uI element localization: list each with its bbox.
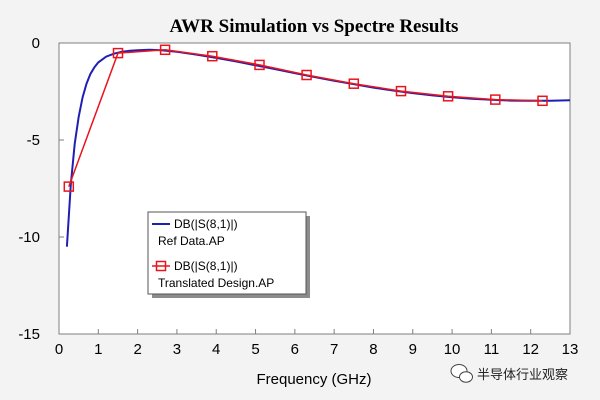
x-axis-ticks: 0 1 2 3 4 5 6 7 8 9 10 11 12 13 xyxy=(55,329,579,358)
y-tick-label: -5 xyxy=(27,132,40,149)
legend-marker-translated xyxy=(155,260,167,272)
x-tick-label: 11 xyxy=(484,341,500,358)
watermark-text: 半导体行业观察 xyxy=(477,368,568,383)
data-point-marker xyxy=(537,95,548,107)
legend-label-translated: DB(|S(8,1)|) xyxy=(174,259,238,273)
x-tick-label: 6 xyxy=(291,341,299,358)
legend-source-ref: Ref Data.AP xyxy=(158,234,225,248)
wechat-logo-icon xyxy=(450,364,473,383)
y-tick-label: -15 xyxy=(18,326,40,343)
data-point-marker xyxy=(301,69,312,81)
x-axis-label: Frequency (GHz) xyxy=(256,371,371,388)
data-point-marker xyxy=(159,44,171,56)
plot-area xyxy=(58,42,571,335)
x-tick-label: 12 xyxy=(522,341,539,358)
x-tick-label: 4 xyxy=(212,341,220,358)
y-tick-label: 0 xyxy=(32,35,40,52)
x-tick-label: 13 xyxy=(562,341,579,358)
data-point-marker xyxy=(112,47,124,59)
legend-label-ref: DB(|S(8,1)|) xyxy=(174,217,238,231)
data-point-marker xyxy=(207,50,218,62)
x-tick-label: 0 xyxy=(55,341,63,358)
y-axis-ticks: 0 -5 -10 -15 xyxy=(18,35,64,343)
data-point-marker xyxy=(348,78,360,89)
data-point-marker xyxy=(442,91,454,102)
x-tick-label: 1 xyxy=(94,341,102,358)
legend: DB(|S(8,1)|) Ref Data.AP DB(|S(8,1)|) Tr… xyxy=(147,211,310,298)
data-point-marker xyxy=(490,94,501,105)
y-tick-label: -10 xyxy=(18,229,40,246)
x-tick-label: 3 xyxy=(173,341,181,358)
watermark: 半导体行业观察 xyxy=(450,364,568,383)
x-tick-label: 9 xyxy=(409,341,417,358)
legend-box xyxy=(147,211,307,295)
series-line-translated xyxy=(68,49,543,187)
data-point-marker xyxy=(395,85,407,97)
x-tick-label: 5 xyxy=(251,341,259,358)
x-tick-label: 8 xyxy=(369,341,377,358)
chart-title: AWR Simulation vs Spectre Results xyxy=(170,16,459,37)
legend-source-translated: Translated Design.AP xyxy=(158,276,274,290)
x-tick-label: 10 xyxy=(444,341,461,358)
series-layer xyxy=(63,44,571,247)
data-point-marker xyxy=(63,181,75,192)
x-tick-label: 7 xyxy=(330,341,338,358)
x-tick-label: 2 xyxy=(133,341,141,358)
data-point-marker xyxy=(254,59,265,71)
